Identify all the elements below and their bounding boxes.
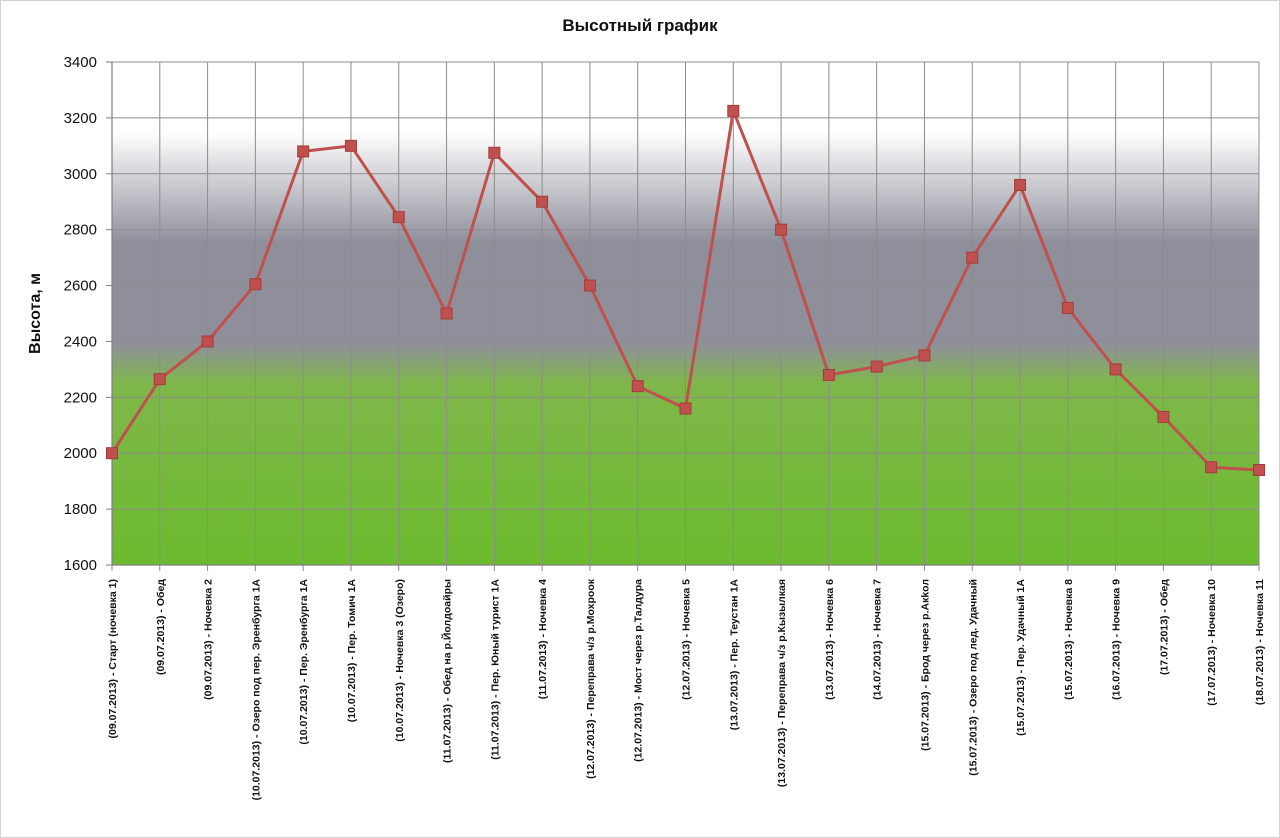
x-tick-label: (17.07.2013) - Обед (1158, 579, 1170, 675)
x-tick-label: (12.07.2013) - Переправа ч/з р.Мохроок (585, 578, 597, 779)
x-tick-label: (09.07.2013) - Обед (155, 579, 167, 675)
data-point-marker (106, 447, 118, 460)
axes (111, 62, 1259, 566)
x-tick-label: (16.07.2013) - Ночевка 9 (1111, 579, 1123, 700)
x-tick-label: (13.07.2013) - Ночевка 6 (824, 579, 836, 700)
x-tick-label: (10.07.2013) - Озеро под пер. Эренбурга … (250, 579, 262, 801)
x-tick-label: (18.07.2013) - Ночевка 11 (1254, 579, 1266, 705)
x-tick-labels: (09.07.2013) - Старт (ночевка 1) (09.07.2… (107, 578, 1266, 800)
y-tick-label: 3200 (64, 110, 97, 127)
data-point-marker (727, 104, 740, 117)
x-tick-label: (11.07.2013) - Ночевка 4 (537, 579, 549, 699)
x-tick-label: (15.07.2013) - Пер. Удачный 1А (1015, 579, 1027, 736)
y-tick-label: 3400 (64, 54, 97, 71)
x-tick-label: (13.07.2013) - Переправа ч/з р.Кызылкая (776, 579, 788, 787)
y-axis-label: Высота, м (27, 273, 44, 354)
y-tick-label: 1600 (64, 557, 97, 574)
data-point-marker (1014, 178, 1027, 191)
x-tick-label: (10.07.2013) - Пер. Томич 1А (346, 579, 358, 723)
x-tick-label: (11.07.2013) - Пер. Юный турист 1А (489, 579, 501, 760)
y-tick-label: 2000 (64, 445, 97, 462)
y-tick-label: 3000 (64, 166, 97, 183)
x-tick-label: (15.07.2013) - Ночевка 8 (1063, 579, 1075, 700)
x-tick-label: (13.07.2013) - Пер. Теустан 1А (728, 579, 740, 731)
data-point-marker (870, 360, 883, 373)
x-tick-label: (10.07.2013) - Пер. Эренбурга 1А (298, 579, 310, 745)
data-point-marker (249, 278, 262, 291)
data-point-marker (1061, 301, 1074, 314)
x-tick-label: (14.07.2013) - Ночевка 7 (872, 579, 884, 700)
data-point-marker (583, 279, 596, 292)
data-point-marker (488, 146, 501, 159)
series-markers (106, 104, 1265, 476)
x-tick-label: (10.07.2013) - Ночевка 3 (Озеро) (394, 579, 406, 742)
data-point-marker (1109, 363, 1122, 376)
y-tick-labels: 1600 1800 2000 2200 2400 2600 2800 3000 3200 3400 (64, 54, 97, 574)
x-tick-label: (09.07.2013) - Ночевка 2 (203, 579, 215, 700)
data-point-marker (1157, 410, 1170, 423)
data-point-marker (631, 380, 644, 393)
y-tick-label: 1800 (64, 501, 97, 518)
y-tick-label: 2200 (64, 389, 97, 406)
data-point-marker (392, 211, 405, 224)
x-tick-label: (15.07.2013) - Озеро под лед. Удачный (967, 579, 979, 776)
chart-title: Высотный график (562, 16, 718, 35)
x-tick-label: (17.07.2013) - Ночевка 10 (1206, 579, 1218, 706)
y-tick-label: 2800 (64, 222, 97, 239)
data-point-marker (536, 195, 549, 208)
data-point-marker (344, 139, 357, 152)
data-point-marker (775, 223, 788, 236)
vertical-gridlines (111, 62, 1260, 571)
data-point-marker (440, 307, 453, 320)
data-point-marker (297, 145, 310, 158)
x-tick-label: (12.07.2013) - Мост через р.Талдура (633, 579, 645, 762)
data-point-marker (1205, 461, 1218, 474)
data-point-marker (153, 373, 166, 386)
y-tick-label: 2600 (64, 278, 97, 295)
x-tick-label: (12.07.2013) - Ночевка 5 (681, 579, 693, 700)
data-point-marker (918, 349, 931, 362)
data-point-marker (822, 368, 835, 381)
x-tick-label: (09.07.2013) - Старт (ночевка 1) (107, 579, 119, 739)
data-point-marker (201, 335, 214, 348)
x-tick-label: (15.07.2013) - Брод через р.Акkол (919, 579, 931, 751)
data-point-marker (679, 402, 692, 415)
y-tick-label: 2400 (64, 333, 97, 350)
data-point-marker (966, 251, 979, 264)
data-point-marker (1253, 463, 1265, 476)
x-tick-label: (11.07.2013) - Обед на р.Йолдоайры (441, 579, 454, 763)
